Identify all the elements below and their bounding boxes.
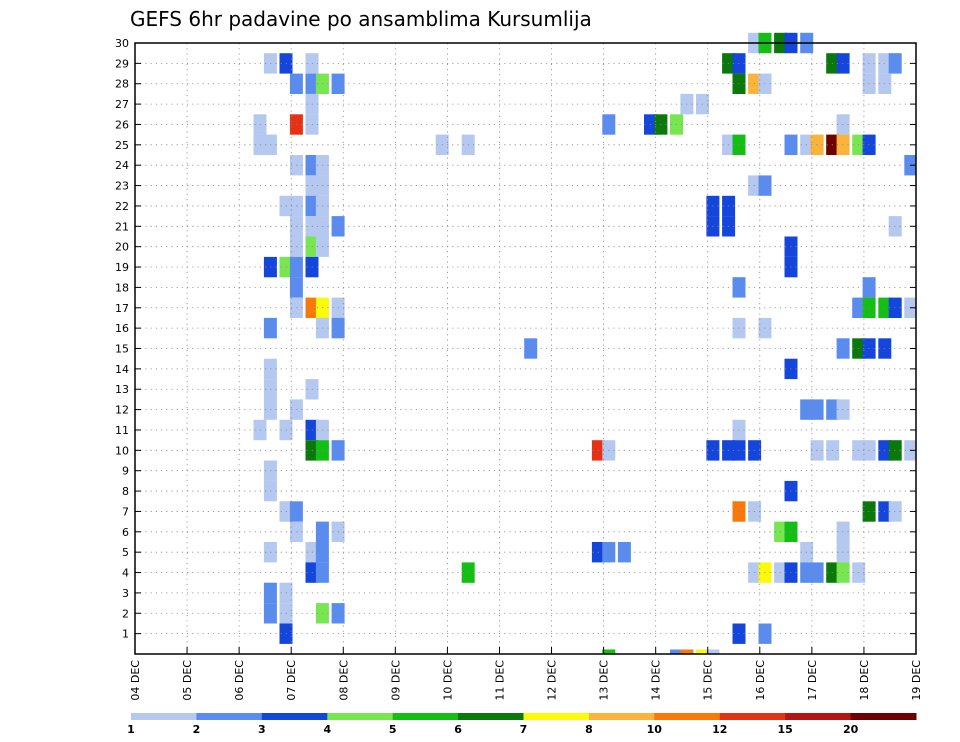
heatmap-cell	[680, 649, 694, 655]
colorbar-swatch	[785, 713, 852, 720]
x-tick-label: 05 DEC	[181, 660, 194, 701]
colorbar-level-label: 10	[647, 723, 663, 736]
y-tick-label: 7	[122, 505, 129, 518]
colorbar-swatch	[588, 713, 655, 720]
y-tick-label: 11	[115, 424, 129, 437]
colorbar-level-label: 15	[778, 723, 793, 736]
x-tick-label: 04 DEC	[129, 660, 142, 701]
y-tick-label: 29	[115, 57, 129, 70]
colorbar-legend: 1 2 3 4 5 6 7 8 10 12 15 20	[127, 713, 917, 736]
y-tick-label: 6	[122, 526, 129, 539]
y-tick-label: 20	[115, 241, 129, 254]
grid-lines	[135, 42, 916, 654]
x-tick-label: 06 DEC	[233, 660, 246, 701]
y-axis: 1234567891011121314151617181920212223242…	[115, 37, 916, 641]
x-tick-label: 11 DEC	[493, 660, 506, 701]
colorbar-swatch	[654, 713, 721, 720]
colorbar-level-label: 20	[843, 723, 859, 736]
y-tick-label: 18	[115, 281, 129, 294]
y-tick-label: 12	[115, 404, 129, 417]
y-tick-label: 14	[115, 363, 129, 376]
y-tick-label: 30	[115, 37, 129, 50]
x-tick-label: 18 DEC	[858, 660, 871, 701]
colorbar-swatch	[458, 713, 524, 720]
y-tick-label: 26	[115, 118, 129, 131]
colorbar-level-label: 12	[712, 723, 727, 736]
x-tick-label: 07 DEC	[285, 660, 298, 701]
y-tick-label: 15	[115, 343, 129, 356]
x-tick-label: 15 DEC	[702, 660, 715, 701]
x-tick-label: 09 DEC	[389, 660, 402, 701]
y-tick-label: 5	[122, 546, 129, 559]
x-tick-label: 13 DEC	[598, 660, 611, 701]
y-tick-label: 13	[115, 383, 129, 396]
y-tick-label: 22	[115, 200, 129, 213]
heatmap-cell	[670, 649, 683, 655]
y-tick-label: 3	[122, 587, 129, 600]
y-tick-label: 21	[115, 220, 129, 233]
heatmap-cells	[253, 32, 916, 655]
y-tick-label: 4	[122, 567, 129, 580]
y-tick-label: 9	[122, 465, 129, 478]
x-tick-label: 16 DEC	[754, 660, 767, 701]
x-axis: 04 DEC 05 DEC 06 DEC 07 DEC 08 DEC 09 DEC 10 D…	[129, 647, 923, 701]
colorbar-swatch	[131, 713, 197, 720]
x-tick-label: 10 DEC	[441, 660, 454, 701]
colorbar-swatch	[719, 713, 786, 720]
heatmap-cell	[602, 649, 616, 655]
x-tick-label: 19 DEC	[910, 660, 923, 701]
colorbar-swatch	[327, 713, 394, 720]
y-tick-label: 17	[115, 302, 129, 315]
colorbar-level-label: 6	[454, 723, 462, 736]
y-tick-label: 27	[115, 98, 129, 111]
x-tick-label: 08 DEC	[337, 660, 350, 701]
y-tick-label: 10	[115, 444, 129, 457]
colorbar-swatch	[523, 713, 590, 720]
colorbar-level-label: 7	[520, 723, 528, 736]
chart-title: GEFS 6hr padavine po ansamblima Kursumli…	[130, 7, 592, 31]
colorbar-swatch	[850, 713, 917, 720]
heatmap-cell	[696, 649, 709, 655]
y-tick-label: 24	[115, 159, 129, 172]
y-tick-label: 16	[115, 322, 129, 335]
colorbar-swatch	[196, 713, 263, 720]
y-tick-label: 8	[122, 485, 129, 498]
colorbar-level-label: 3	[258, 723, 266, 736]
x-tick-label: 14 DEC	[650, 660, 663, 701]
colorbar-swatch	[392, 713, 459, 720]
y-tick-label: 25	[115, 139, 129, 152]
colorbar-level-label: 8	[585, 723, 593, 736]
colorbar-level-label: 5	[389, 723, 397, 736]
x-tick-label: 12 DEC	[546, 660, 559, 701]
y-tick-label: 2	[122, 607, 129, 620]
colorbar-level-label: 2	[193, 723, 201, 736]
y-tick-label: 1	[122, 628, 129, 641]
y-tick-label: 23	[115, 180, 129, 193]
colorbar-level-label: 1	[127, 723, 135, 736]
y-tick-label: 28	[115, 78, 129, 91]
heatmap-cell	[706, 649, 720, 655]
y-tick-label: 19	[115, 261, 129, 274]
x-tick-label: 17 DEC	[806, 660, 819, 701]
colorbar-level-label: 4	[323, 723, 331, 736]
colorbar-swatch	[261, 713, 328, 720]
